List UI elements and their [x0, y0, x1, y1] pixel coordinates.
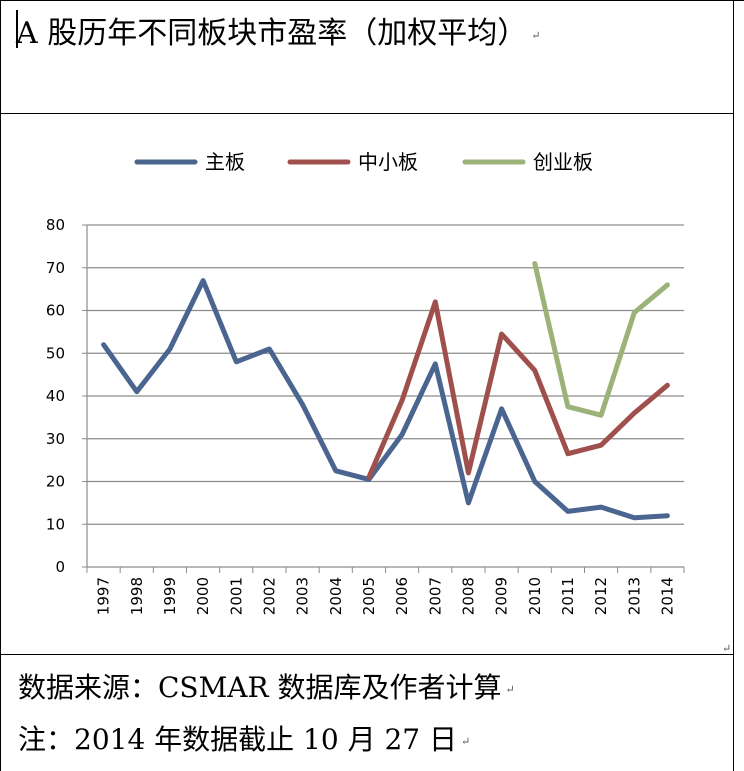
- source-note: 数据来源：CSMAR 数据库及作者计算 ↵: [18, 666, 515, 706]
- y-tick-label: 60: [46, 302, 65, 320]
- data-point: [103, 344, 105, 346]
- data-point: [501, 333, 503, 335]
- data-point: [600, 444, 602, 446]
- chart-gridlines: [87, 224, 684, 525]
- data-point: [235, 361, 237, 363]
- x-tick-label: 1999: [161, 577, 179, 615]
- data-point: [567, 453, 569, 455]
- series-line: [366, 299, 670, 480]
- data-point: [434, 363, 436, 365]
- data-point: [268, 348, 270, 350]
- chart-series: [101, 261, 670, 521]
- series-0: [101, 278, 670, 521]
- x-tick-label: 2011: [559, 577, 577, 615]
- y-axis-ticks: 0 10 20 30 40 50 60 70 80: [46, 216, 87, 576]
- x-tick-label: 1998: [128, 577, 146, 615]
- notes-divider: [0, 654, 734, 655]
- data-point: [467, 472, 469, 474]
- series-line: [532, 261, 670, 418]
- page-title: A 股历年不同板块市盈率（加权平均） ↵: [16, 8, 540, 52]
- data-point: [666, 284, 668, 286]
- data-point: [169, 348, 171, 350]
- series-1: [366, 299, 670, 480]
- x-tick-label: 2003: [294, 577, 312, 615]
- y-tick-label: 0: [55, 558, 65, 576]
- right-border: [733, 0, 734, 771]
- x-axis-ticks: 1997 1998 1999 2000 2001 2002 2003 2004 2005 2006…: [86, 567, 685, 615]
- x-tick-label: 2013: [625, 577, 643, 615]
- series-2: [532, 261, 670, 418]
- date-footnote: 注：2014 年数据截止 10 月 27 日 ↵: [18, 718, 470, 758]
- source-note-text: 数据来源：CSMAR 数据库及作者计算: [18, 671, 502, 704]
- data-point: [501, 408, 503, 410]
- legend-label: 创业板: [533, 150, 593, 174]
- data-point: [302, 404, 304, 406]
- data-point: [567, 406, 569, 408]
- x-tick-label: 2005: [360, 577, 378, 615]
- x-tick-label: 2000: [194, 577, 212, 615]
- x-tick-label: 2007: [426, 577, 444, 615]
- chart-legend: 主板 中小板 创业板: [134, 150, 593, 174]
- data-point: [467, 502, 469, 504]
- data-point: [666, 515, 668, 517]
- y-tick-label: 20: [46, 473, 65, 491]
- series-line: [101, 278, 670, 521]
- x-tick-label: 2001: [227, 577, 245, 615]
- x-tick-label: 2009: [493, 577, 511, 615]
- page-title-text: A 股历年不同板块市盈率（加权平均）: [16, 16, 528, 51]
- x-tick-label: 2002: [260, 577, 278, 615]
- paragraph-mark-icon: ↵: [505, 683, 515, 696]
- data-point: [600, 414, 602, 416]
- y-tick-label: 40: [46, 387, 65, 405]
- y-tick-label: 30: [46, 430, 65, 448]
- paragraph-mark-icon: ↵: [531, 28, 541, 42]
- date-footnote-text: 注：2014 年数据截止 10 月 27 日: [18, 723, 458, 756]
- x-tick-label: 2014: [658, 577, 676, 615]
- top-border: [0, 0, 744, 1]
- data-point: [600, 506, 602, 508]
- x-tick-label: 2012: [592, 577, 610, 615]
- data-point: [136, 391, 138, 393]
- data-point: [534, 369, 536, 371]
- data-point: [335, 470, 337, 472]
- left-border: [0, 0, 1, 771]
- data-point: [401, 433, 403, 435]
- legend-label: 主板: [205, 150, 245, 174]
- text-cursor: [16, 10, 18, 48]
- paragraph-mark-icon: ↵: [722, 642, 732, 655]
- data-point: [401, 399, 403, 401]
- y-tick-label: 70: [46, 259, 65, 277]
- data-point: [202, 280, 204, 282]
- data-point: [434, 301, 436, 303]
- y-tick-label: 80: [46, 216, 65, 234]
- line-chart: 主板 中小板 创业板 0 10 20 30 40 50 60 70 80 1997 1998 1999 2…: [46, 150, 685, 615]
- data-point: [567, 510, 569, 512]
- x-tick-label: 2006: [393, 577, 411, 615]
- data-point: [633, 517, 635, 519]
- y-tick-label: 10: [46, 515, 65, 533]
- title-divider: [0, 113, 734, 114]
- x-tick-label: 1997: [95, 577, 113, 615]
- paragraph-mark-icon: ↵: [461, 735, 471, 748]
- data-point: [534, 262, 536, 264]
- x-tick-label: 2004: [327, 577, 345, 615]
- data-point: [666, 384, 668, 386]
- x-tick-label: 2010: [526, 577, 544, 615]
- data-point: [633, 312, 635, 314]
- y-tick-label: 50: [46, 344, 65, 362]
- data-point: [534, 481, 536, 482]
- legend-label: 中小板: [358, 150, 418, 174]
- data-point: [633, 412, 635, 414]
- data-point: [368, 476, 370, 478]
- x-tick-label: 2008: [459, 577, 477, 615]
